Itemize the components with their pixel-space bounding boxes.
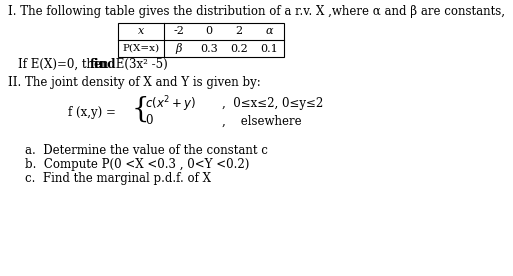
Text: f (x,y) =: f (x,y) = [68,106,116,119]
Text: 2: 2 [235,26,243,36]
Text: find: find [90,58,116,71]
Bar [118,23,284,57]
Text: If E(X)=0, then: If E(X)=0, then [18,58,112,71]
Text: P(X=x): P(X=x) [123,44,160,53]
Text: 0: 0 [145,115,152,128]
Text: ,  0≤x≤2, 0≤y≤2: , 0≤x≤2, 0≤y≤2 [222,97,323,110]
Text: {: { [132,96,150,123]
Text: α: α [265,26,273,36]
Text: 0.1: 0.1 [260,44,278,54]
Text: 0.3: 0.3 [200,44,218,54]
Text: 0.2: 0.2 [230,44,248,54]
Text: x: x [138,26,144,36]
Text: 0: 0 [205,26,212,36]
Text: II. The joint density of X and Y is given by:: II. The joint density of X and Y is give… [8,76,261,89]
Text: a.  Determine the value of the constant c: a. Determine the value of the constant c [25,144,268,157]
Text: c.  Find the marginal p.d.f. of X: c. Find the marginal p.d.f. of X [25,172,211,185]
Text: -2: -2 [173,26,185,36]
Text: ,    elsewhere: , elsewhere [222,115,302,128]
Text: E(3x² -5): E(3x² -5) [112,58,168,71]
Text: b.  Compute P(0 <X <0.3 , 0<Y <0.2): b. Compute P(0 <X <0.3 , 0<Y <0.2) [25,158,249,171]
Text: β: β [176,43,182,54]
Text: $c(x^{2}+y)$: $c(x^{2}+y)$ [145,94,196,114]
Text: I. The following table gives the distribution of a r.v. X ,where α and β are con: I. The following table gives the distrib… [8,5,505,18]
